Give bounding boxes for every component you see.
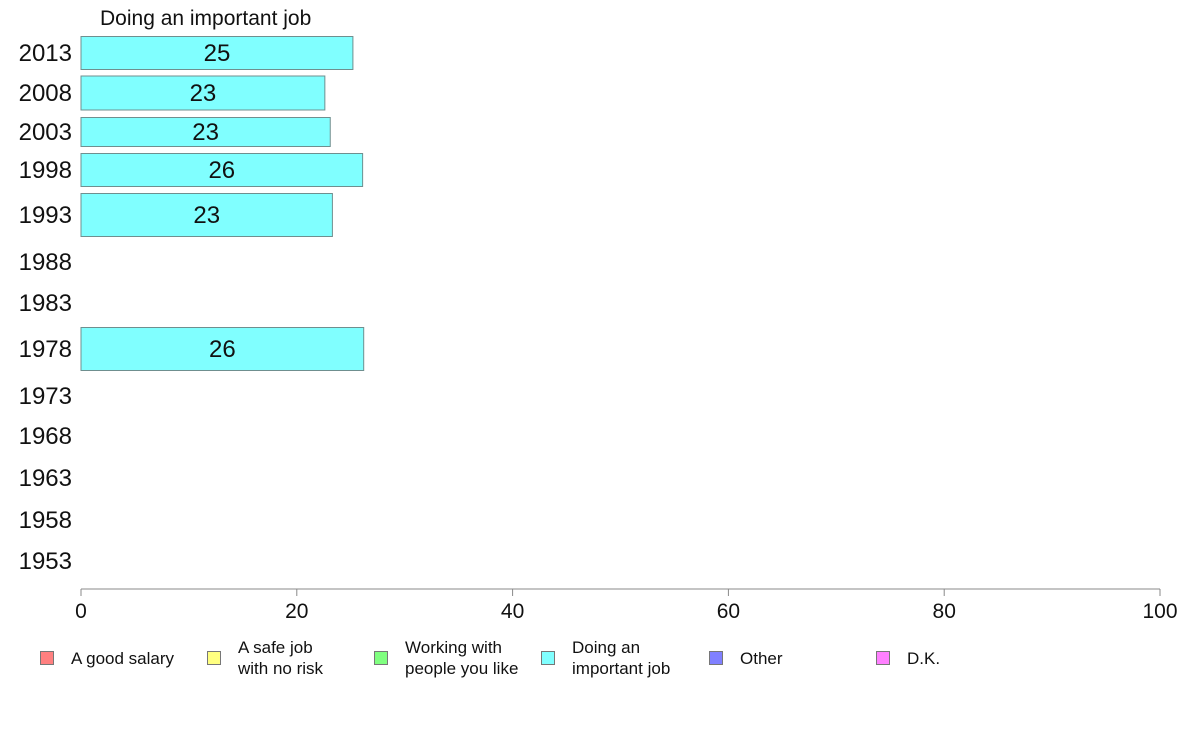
- legend-label: A good salary: [71, 648, 175, 668]
- category-label: 2008: [19, 80, 72, 107]
- legend-label: A safe job with no risk: [238, 638, 324, 678]
- legend-label: D.K.: [907, 648, 941, 668]
- category-label: 1958: [19, 507, 72, 534]
- bar: [80, 153, 364, 187]
- legend-swatch: [207, 651, 221, 665]
- category-label: 2003: [19, 119, 72, 146]
- category-label: 1978: [19, 336, 72, 363]
- legend-item: A safe job with no risk: [207, 636, 323, 680]
- category-label: 1968: [19, 423, 72, 450]
- category-label: 1983: [19, 290, 72, 317]
- x-tick-label: 40: [501, 600, 524, 620]
- legend-swatch: [876, 651, 890, 665]
- legend-swatch: [40, 651, 54, 665]
- legend-swatch: [374, 651, 388, 665]
- legend-swatch: [541, 651, 555, 665]
- x-tick-label: 100: [1142, 600, 1177, 620]
- bar: [80, 36, 354, 70]
- bar: [80, 193, 333, 237]
- legend: A good salary A safe job with no risk Work…: [0, 636, 1188, 686]
- legend-item: Other: [709, 636, 783, 680]
- legend-label: Working with people you like: [405, 638, 519, 678]
- legend-label: Other: [740, 648, 783, 668]
- x-tick-label: 20: [285, 600, 308, 620]
- bar-value-label: 23: [192, 119, 219, 146]
- chart-title: Doing an important job: [100, 7, 312, 30]
- category-label: 1963: [19, 465, 72, 492]
- bar: [80, 117, 331, 147]
- legend-label: Doing an important job: [572, 638, 671, 678]
- bar-chart: 2013 2008 2003 1998 1993 1988 1983 1978 1973 1968…: [19, 36, 1178, 620]
- bar-value-label: 25: [204, 40, 231, 67]
- bar-value-label: 23: [193, 202, 220, 229]
- category-label: 1953: [19, 548, 72, 575]
- category-label: 2013: [19, 40, 72, 67]
- bar-value-label: 26: [208, 157, 235, 184]
- x-tick-label: 0: [75, 600, 87, 620]
- bar-value-label: 26: [209, 336, 236, 363]
- bar: [80, 75, 326, 111]
- legend-item: D.K.: [876, 636, 940, 680]
- x-tick-label: 80: [933, 600, 956, 620]
- bar: [80, 327, 365, 371]
- legend-item: A good salary: [40, 636, 174, 680]
- bar-value-label: 23: [190, 80, 217, 107]
- legend-item: Doing an important job: [541, 636, 670, 680]
- x-tick-label: 60: [717, 600, 740, 620]
- category-label: 1988: [19, 249, 72, 276]
- category-label: 1993: [19, 202, 72, 229]
- category-label: 1998: [19, 157, 72, 184]
- category-label: 1973: [19, 383, 72, 410]
- legend-item: Working with people you like: [374, 636, 518, 680]
- legend-swatch: [709, 651, 723, 665]
